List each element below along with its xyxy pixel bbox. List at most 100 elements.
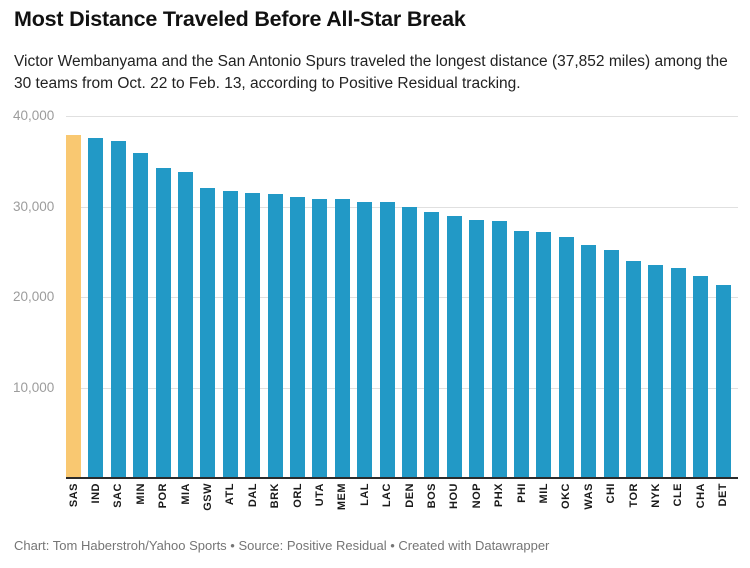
x-label-text-NYK: NYK [649, 483, 662, 508]
x-label-TOR: TOR [626, 483, 641, 521]
x-label-ATL: ATL [223, 483, 238, 521]
x-axis-line [66, 477, 738, 479]
x-label-text-PHI: PHI [515, 483, 528, 503]
x-label-SAC: SAC [111, 483, 126, 521]
x-label-ORL: ORL [290, 483, 305, 521]
bar-POR [155, 168, 171, 478]
x-label-text-OKC: OKC [560, 483, 573, 509]
bar-GSW [200, 188, 216, 478]
bar-MEM [334, 199, 350, 478]
x-label-CHA: CHA [693, 483, 708, 521]
x-label-text-MIL: MIL [537, 483, 550, 504]
x-label-text-BOS: BOS [425, 483, 438, 509]
bar-SAC [110, 141, 126, 478]
x-label-text-LAC: LAC [381, 483, 394, 508]
bar-LAC [379, 202, 395, 478]
x-label-MIL: MIL [536, 483, 551, 521]
x-label-text-LAL: LAL [358, 483, 371, 506]
x-label-SAS: SAS [66, 483, 81, 521]
bar-CLE [670, 267, 686, 478]
bar-OKC [558, 237, 574, 478]
x-label-LAC: LAC [380, 483, 395, 521]
x-label-DAL: DAL [245, 483, 260, 521]
bar-DET [715, 285, 731, 478]
x-axis-labels: SAS IND SAC MIN POR MIA GSW ATL DAL BRK ORL UTA MEM L… [66, 483, 738, 521]
bar-PHX [491, 221, 507, 478]
bar-WAS [581, 244, 597, 478]
bar-DAL [245, 192, 261, 478]
x-label-NOP: NOP [469, 483, 484, 521]
x-label-WAS: WAS [581, 483, 596, 521]
x-label-text-HOU: HOU [448, 483, 461, 509]
x-label-PHI: PHI [514, 483, 529, 521]
x-label-text-POR: POR [157, 483, 170, 509]
bar-HOU [446, 215, 462, 478]
x-label-DET: DET [716, 483, 731, 521]
x-label-BOS: BOS [424, 483, 439, 521]
x-label-text-NOP: NOP [470, 483, 483, 509]
x-label-text-MEM: MEM [336, 483, 349, 511]
x-label-NYK: NYK [648, 483, 663, 521]
x-label-text-MIA: MIA [179, 483, 192, 505]
x-label-text-TOR: TOR [627, 483, 640, 508]
bar-UTA [312, 199, 328, 478]
bar-CHI [603, 249, 619, 478]
x-label-IND: IND [88, 483, 103, 521]
bar-DEN [402, 206, 417, 478]
x-label-text-UTA: UTA [313, 483, 326, 507]
bar-ORL [290, 196, 305, 478]
x-label-DEN: DEN [402, 483, 417, 521]
bar-MIN [133, 153, 149, 478]
x-label-text-CLE: CLE [672, 483, 685, 507]
x-label-BRK: BRK [268, 483, 283, 521]
x-label-text-SAC: SAC [112, 483, 125, 508]
chart-footer-credit: Chart: Tom Haberstroh/Yahoo Sports • Sou… [14, 538, 550, 553]
plot-area: 40,000 30,000 20,000 10,000 [13, 108, 738, 479]
gridline-40000 [66, 116, 738, 117]
page-title: Most Distance Traveled Before All-Star B… [14, 7, 466, 31]
x-label-text-SAS: SAS [67, 483, 80, 508]
y-tick-label-10000: 10,000 [13, 379, 55, 395]
x-label-LAL: LAL [357, 483, 372, 521]
x-label-MIA: MIA [178, 483, 193, 521]
bar-IND [88, 138, 104, 478]
x-label-CLE: CLE [671, 483, 686, 521]
bar-SAS [66, 135, 81, 478]
x-label-text-PHX: PHX [493, 483, 506, 508]
x-label-text-WAS: WAS [582, 483, 595, 510]
x-label-text-DET: DET [717, 483, 730, 507]
x-label-text-DAL: DAL [246, 483, 259, 508]
bar-BRK [267, 194, 283, 478]
y-tick-label-30000: 30,000 [13, 198, 55, 214]
x-label-text-DEN: DEN [403, 483, 416, 508]
x-label-text-CHI: CHI [605, 483, 618, 504]
bar-NOP [469, 219, 485, 478]
bar-MIL [536, 232, 552, 478]
x-label-PHX: PHX [492, 483, 507, 521]
x-label-text-GSW: GSW [201, 483, 214, 511]
x-label-OKC: OKC [559, 483, 574, 521]
x-label-text-IND: IND [89, 483, 102, 504]
bar-NYK [648, 264, 664, 478]
x-label-MEM: MEM [335, 483, 350, 521]
x-label-UTA: UTA [312, 483, 327, 521]
x-label-text-ATL: ATL [224, 483, 237, 506]
x-label-GSW: GSW [200, 483, 215, 521]
y-tick-label-20000: 20,000 [13, 289, 55, 304]
y-tick-label-40000: 40,000 [13, 108, 55, 123]
x-label-POR: POR [156, 483, 171, 521]
bar-MIA [178, 172, 193, 478]
bar-CHA [693, 275, 709, 478]
x-label-text-BRK: BRK [269, 483, 282, 509]
bar-TOR [626, 261, 641, 478]
x-label-text-ORL: ORL [291, 483, 304, 508]
x-label-CHI: CHI [604, 483, 619, 521]
x-label-text-MIN: MIN [134, 483, 147, 505]
x-label-text-CHA: CHA [694, 483, 707, 509]
x-label-MIN: MIN [133, 483, 148, 521]
x-label-HOU: HOU [447, 483, 462, 521]
bar-ATL [222, 190, 238, 478]
bar-BOS [424, 211, 440, 478]
bar-LAL [357, 201, 373, 478]
